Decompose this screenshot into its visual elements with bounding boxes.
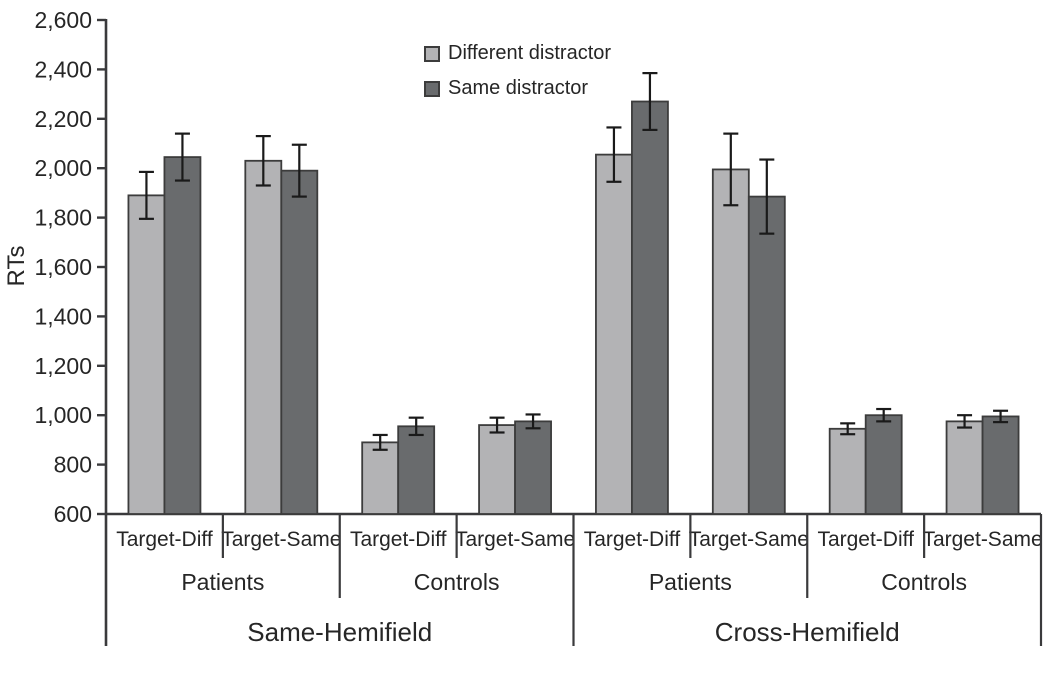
y-tick-label: 1,600 [34,254,92,280]
legend-item-different-distractor: Different distractor [424,41,611,66]
bar [945,420,984,515]
legend-label: Different distractor [448,42,612,64]
bar [828,427,867,515]
chart-legend: Different distractor Same distractor [424,41,611,101]
y-tick-label: 2,400 [34,56,92,82]
condition-label: Target-Diff [350,528,447,551]
bar [711,168,750,515]
y-tick-label: 2,600 [34,7,92,33]
bar [631,100,669,515]
legend-label: Same distractor [448,77,589,99]
bar [864,414,903,515]
hemifield-label: Same-Hemifield [247,617,432,647]
bar [514,420,552,515]
bar [361,441,400,515]
bar [280,169,319,515]
different-distractor-swatch-icon [424,45,440,62]
bar [478,424,516,515]
y-tick-label: 800 [54,452,92,478]
y-tick-label: 1,000 [34,402,92,428]
population-label: Controls [881,569,967,595]
bar [747,195,786,515]
bar [244,159,283,515]
same-distractor-swatch-icon [424,80,440,97]
condition-label: Target-Diff [817,528,914,551]
hemifield-label: Cross-Hemifield [715,617,900,647]
y-tick-label: 600 [54,501,92,527]
condition-label: Target-Same [689,528,809,551]
legend-item-same-distractor: Same distractor [424,76,611,101]
bar [595,153,633,515]
condition-label: Target-Diff [584,528,681,551]
y-tick-label: 1,400 [34,303,92,329]
y-tick-label: 2,000 [34,155,92,181]
condition-label: Target-Same [922,528,1042,551]
bar [163,156,202,515]
population-label: Patients [649,569,732,595]
bar [981,415,1020,515]
condition-label: Target-Diff [116,528,213,551]
y-tick-label: 2,200 [34,106,92,132]
y-tick-label: 1,200 [34,353,92,379]
y-tick-label: 1,800 [34,205,92,231]
bar [397,425,436,515]
population-label: Patients [181,569,264,595]
bar [127,194,166,515]
condition-label: Target-Same [455,528,575,551]
population-label: Controls [414,569,500,595]
condition-label: Target-Same [221,528,341,551]
y-axis-title: RTs [3,246,30,287]
